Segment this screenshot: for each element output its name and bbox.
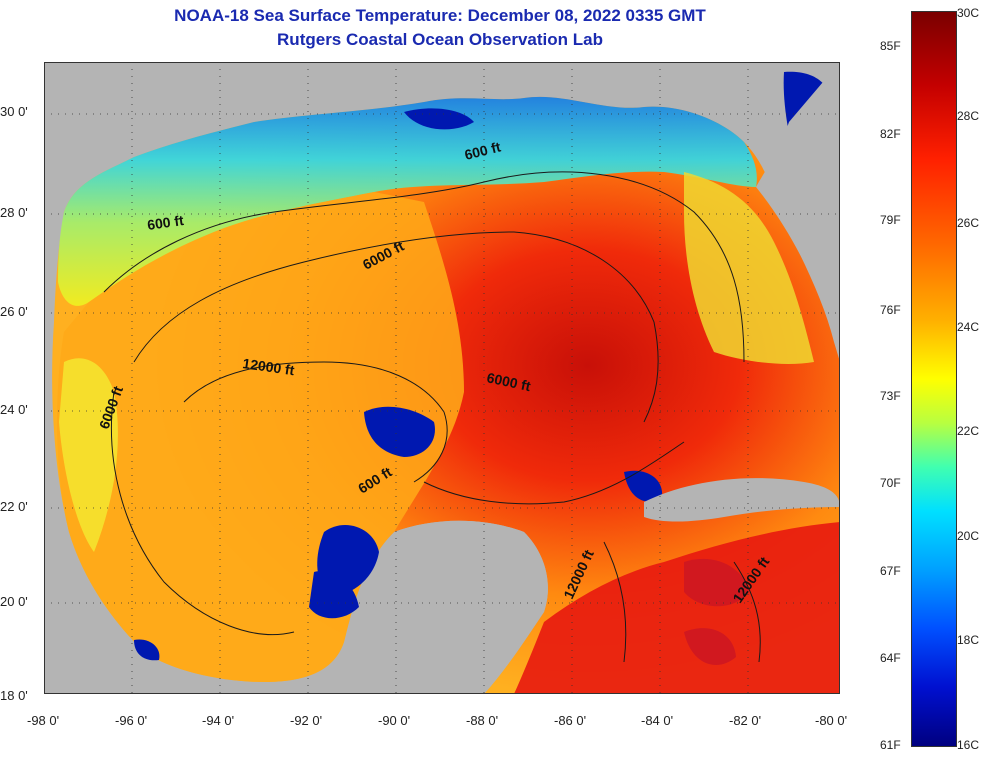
colorbar-label-c: 28C <box>957 109 980 123</box>
northern-shelf <box>58 96 757 306</box>
lat-label: 22 0' <box>0 499 28 514</box>
colorbar-label-c: 18C <box>957 633 980 647</box>
colorbar-label-c: 24C <box>957 320 980 334</box>
contour-label: 600 ft <box>146 212 185 233</box>
colorbar-label-f: 70F <box>880 476 901 490</box>
lat-label: 20 0' <box>0 594 28 609</box>
map-subtitle: Rutgers Coastal Ocean Observation Lab <box>277 30 603 49</box>
sst-map: 600 ft 6000 ft 600 ft 12000 ft 6000 ft 6… <box>44 62 840 695</box>
colorbar-label-f: 76F <box>880 303 901 317</box>
lat-label: 28 0' <box>0 205 28 220</box>
florida-land <box>756 62 840 342</box>
colorbar-label-c: 30C <box>957 6 980 20</box>
lat-label: 24 0' <box>0 402 28 417</box>
lon-label: -94 0' <box>202 713 235 728</box>
colorbar-label-f: 79F <box>880 213 901 227</box>
caribbean-water <box>514 522 840 694</box>
colorbar-label-c: 20C <box>957 529 980 543</box>
contour-label: 12000 ft <box>242 355 296 378</box>
lon-label: -80 0' <box>815 713 848 728</box>
lon-label: -86 0' <box>554 713 587 728</box>
florida-shelf <box>684 172 814 364</box>
colorbar-label-f: 73F <box>880 389 901 403</box>
western-cool-patch <box>59 358 118 552</box>
colorbar-label-f: 67F <box>880 564 901 578</box>
lon-label: -90 0' <box>378 713 411 728</box>
map-title: NOAA-18 Sea Surface Temperature: Decembe… <box>174 6 706 25</box>
yucatan-land <box>394 520 548 694</box>
lat-label: 18 0' <box>0 688 28 703</box>
colorbar-label-c: 16C <box>957 738 980 752</box>
colorbar-label-f: 85F <box>880 39 901 53</box>
lon-label: -84 0' <box>641 713 674 728</box>
colorbar-label-f: 82F <box>880 127 901 141</box>
colorbar-label-c: 26C <box>957 216 980 230</box>
lon-label: -88 0' <box>466 713 499 728</box>
lon-label: -92 0' <box>290 713 323 728</box>
lat-label: 26 0' <box>0 304 28 319</box>
lat-label: 30 0' <box>0 104 28 119</box>
lon-label: -98 0' <box>27 713 60 728</box>
lon-label: -96 0' <box>115 713 148 728</box>
map-frame <box>44 62 840 694</box>
colorbar-label-f: 61F <box>880 738 901 752</box>
lon-label: -82 0' <box>729 713 762 728</box>
temperature-colorbar <box>911 11 957 747</box>
graticule <box>44 62 840 694</box>
colorbar-label-f: 64F <box>880 651 901 665</box>
cuba-land <box>644 478 840 522</box>
colorbar-label-c: 22C <box>957 424 980 438</box>
